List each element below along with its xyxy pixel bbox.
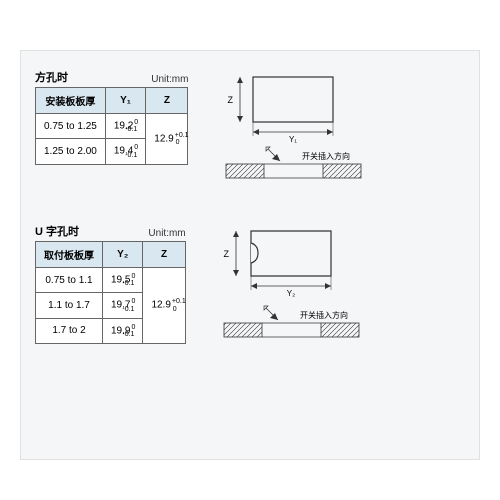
col-z: Z (143, 242, 185, 268)
col-y: Y₂ (103, 242, 143, 268)
col-y: Y₁ (105, 88, 145, 114)
cell-range: 1.1 to 1.7 (36, 293, 103, 318)
diagram-1: Z Y₁ (208, 69, 465, 199)
table-1-title-row: 方孔时 Unit:mm (35, 69, 188, 85)
ytol-dn: -0.1 (125, 152, 137, 159)
insert-label: 开关插入方向 (302, 151, 350, 161)
cell-z: 12.9+0.10 (146, 114, 188, 165)
table-2-title-row: U 字孔时 Unit:mm (35, 223, 186, 239)
ytol-dn: -0.1 (122, 306, 134, 313)
table-2-header-row: 取付板板厚 Y₂ Z (36, 242, 186, 268)
zval: 12.9 (154, 133, 173, 144)
page: 方孔时 Unit:mm 安装板板厚 Y₁ Z 0.75 to 1.25 19.2… (0, 0, 500, 500)
rect-outline (253, 77, 333, 122)
col-z: Z (146, 88, 188, 114)
table-1: 安装板板厚 Y₁ Z 0.75 to 1.25 19.20-0.1 12.9+0… (35, 87, 188, 165)
ytol-up: 0 (131, 273, 135, 280)
table-1-title: 方孔时 (35, 69, 68, 85)
table-1-wrap: 方孔时 Unit:mm 安装板板厚 Y₁ Z 0.75 to 1.25 19.2… (35, 69, 188, 199)
col-thickness: 安装板板厚 (36, 88, 106, 114)
section-square-hole: 方孔时 Unit:mm 安装板板厚 Y₁ Z 0.75 to 1.25 19.2… (35, 69, 465, 199)
ztol-dn: 0 (173, 306, 177, 313)
ytol-dn: -0.1 (125, 126, 137, 133)
ytol-up: 0 (134, 144, 138, 151)
table-2-unit: Unit:mm (148, 228, 185, 239)
cell-y: 19.70-0.1 (103, 293, 143, 318)
ytol-up: 0 (134, 119, 138, 126)
table-1-header-row: 安装板板厚 Y₁ Z (36, 88, 188, 114)
ztol-dn: 0 (176, 139, 180, 146)
side-view: 开关插入方向 (226, 147, 361, 178)
diagram-u-svg: Z Y₂ (206, 223, 376, 373)
section-u-hole: U 字孔时 Unit:mm 取付板板厚 Y₂ Z 0.75 to 1.1 19.… (35, 223, 465, 373)
cell-y: 19.20-0.1 (105, 114, 145, 139)
table-row: 0.75 to 1.25 19.20-0.1 12.9+0.10 (36, 114, 188, 139)
ztol-up: +0.1 (175, 132, 189, 139)
panel: 方孔时 Unit:mm 安装板板厚 Y₁ Z 0.75 to 1.25 19.2… (20, 50, 480, 460)
insert-label: 开关插入方向 (300, 310, 348, 320)
cell-range: 0.75 to 1.1 (36, 268, 103, 293)
ytol-dn: -0.1 (122, 280, 134, 287)
diagram-2: Z Y₂ (206, 223, 465, 373)
cell-range: 0.75 to 1.25 (36, 114, 106, 139)
zval: 12.9 (151, 300, 170, 311)
cell-z: 12.9+0.10 (143, 268, 185, 344)
z-label: Z (228, 95, 234, 105)
cell-y: 19.90-0.1 (103, 318, 143, 343)
cell-y: 19.40-0.1 (105, 139, 145, 164)
y-label: Y₂ (286, 289, 294, 298)
cell-y: 19.50-0.1 (103, 268, 143, 293)
ztol-up: +0.1 (172, 298, 186, 305)
table-2: 取付板板厚 Y₂ Z 0.75 to 1.1 19.50-0.1 12.9+0.… (35, 241, 186, 344)
ytol-up: 0 (131, 324, 135, 331)
table-2-title: U 字孔时 (35, 223, 79, 239)
cell-range: 1.25 to 2.00 (36, 139, 106, 164)
table-2-wrap: U 字孔时 Unit:mm 取付板板厚 Y₂ Z 0.75 to 1.1 19.… (35, 223, 186, 373)
table-1-unit: Unit:mm (151, 74, 188, 85)
z-label: Z (223, 249, 229, 259)
cell-range: 1.7 to 2 (36, 318, 103, 343)
ytol-dn: -0.1 (122, 331, 134, 338)
y-label: Y₁ (289, 135, 297, 144)
diagram-square-svg: Z Y₁ (208, 69, 378, 199)
table-row: 0.75 to 1.1 19.50-0.1 12.9+0.10 (36, 268, 186, 293)
ytol-up: 0 (131, 298, 135, 305)
col-thickness: 取付板板厚 (36, 242, 103, 268)
